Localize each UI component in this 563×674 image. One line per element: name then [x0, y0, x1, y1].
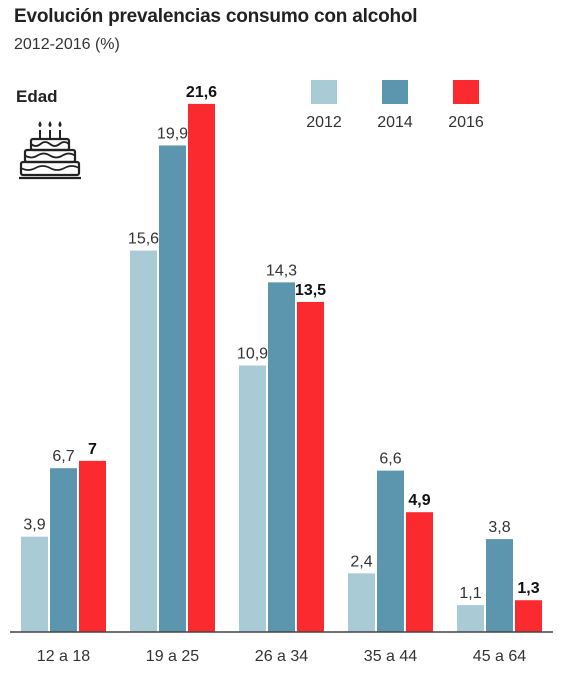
bar-2012-1 — [130, 250, 157, 632]
birthday-cake-icon — [19, 121, 81, 180]
legend-label-2012: 2012 — [306, 114, 342, 131]
value-label-2016-3: 4,9 — [408, 492, 430, 509]
chart-subtitle: 2012-2016 (%) — [14, 36, 120, 53]
bar-2012-4 — [457, 605, 484, 632]
value-label-2014-4: 3,8 — [488, 519, 510, 536]
legend-swatch-2012 — [311, 80, 337, 104]
category-label-3: 35 a 44 — [364, 648, 417, 665]
bar-2016-3 — [406, 512, 433, 632]
value-label-2016-4: 1,3 — [517, 580, 539, 597]
category-label-1: 19 a 25 — [146, 648, 199, 665]
value-label-2014-2: 14,3 — [266, 262, 297, 279]
bar-2012-3 — [348, 573, 375, 632]
value-label-2012-0: 3,9 — [23, 517, 45, 534]
bar-2016-1 — [188, 103, 215, 632]
value-label-2012-2: 10,9 — [237, 345, 268, 362]
bar-2014-4 — [486, 539, 513, 632]
bar-2014-1 — [159, 145, 186, 632]
bar-2016-4 — [515, 600, 542, 632]
value-label-2016-1: 21,6 — [186, 84, 217, 101]
chart-title: Evolución prevalencias consumo con alcoh… — [14, 6, 418, 27]
category-label-2: 26 a 34 — [255, 648, 308, 665]
chart-legend: 2012 2014 2016 — [306, 80, 484, 131]
legend-label-2016: 2016 — [448, 114, 484, 131]
chart-category-labels: 12 a 18 19 a 25 26 a 34 35 a 44 45 a 64 — [37, 648, 526, 665]
bar-2014-2 — [268, 282, 295, 632]
bar-2016-0 — [79, 460, 106, 632]
category-label-0: 12 a 18 — [37, 648, 90, 665]
bar-2014-3 — [377, 470, 404, 632]
chart-bars — [21, 103, 542, 632]
legend-swatch-2016 — [453, 80, 479, 104]
value-label-2016-0: 7 — [88, 441, 97, 458]
age-section-label: Edad — [16, 87, 58, 106]
bar-2014-0 — [50, 468, 77, 632]
legend-label-2014: 2014 — [377, 114, 413, 131]
value-label-2012-1: 15,6 — [128, 231, 159, 248]
value-label-2012-3: 2,4 — [350, 553, 372, 570]
value-label-2012-4: 1,1 — [459, 585, 481, 602]
chart-value-labels: 3,9 6,7 7 15,6 19,9 21,6 10,9 14,3 13,5 2,4 6,6 4,9… — [23, 84, 539, 602]
category-label-4: 45 a 64 — [473, 648, 526, 665]
value-label-2014-0: 6,7 — [52, 448, 74, 465]
value-label-2016-2: 13,5 — [295, 282, 326, 299]
bar-2016-2 — [297, 301, 324, 632]
legend-swatch-2014 — [382, 80, 408, 104]
bar-2012-2 — [239, 365, 266, 632]
value-label-2014-3: 6,6 — [379, 451, 401, 468]
value-label-2014-1: 19,9 — [157, 125, 188, 142]
bar-2012-0 — [21, 536, 48, 632]
